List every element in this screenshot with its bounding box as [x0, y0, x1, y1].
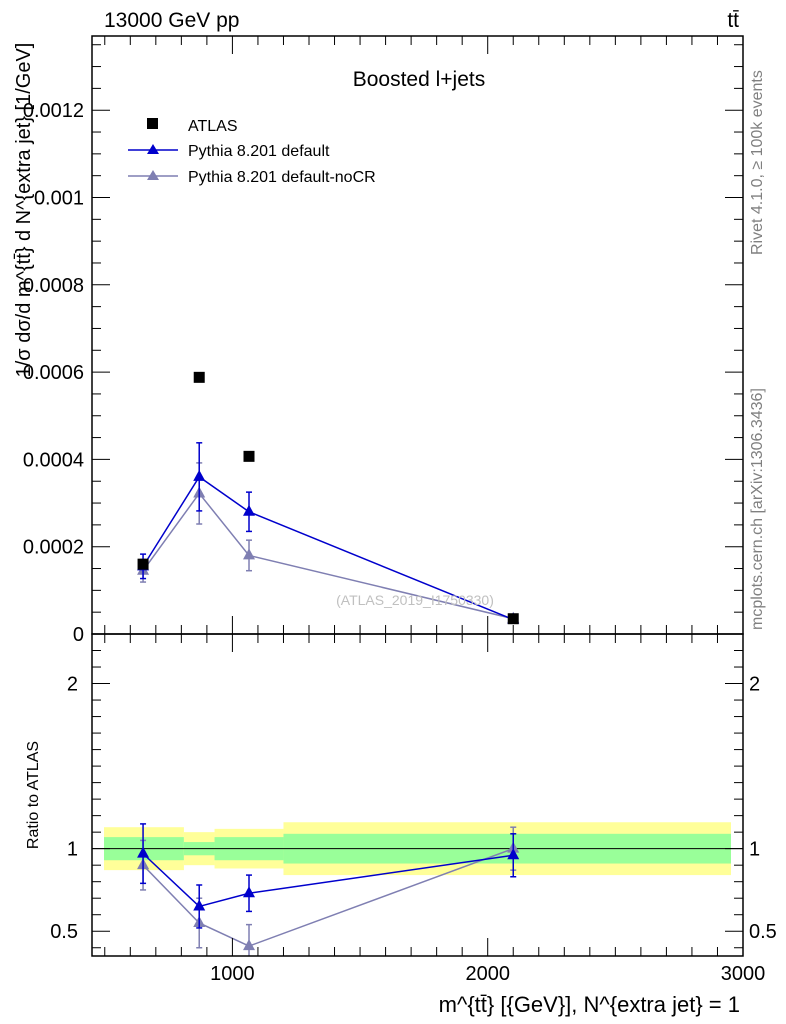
x-tick-label: 1000: [210, 963, 255, 985]
ratio-frame: [91, 633, 744, 957]
ratio-y-tick-label: 0.5: [50, 921, 78, 943]
main-y-tick-label: 0: [73, 624, 84, 646]
main-y-tick-label: 0.0006: [23, 362, 84, 384]
ratio-y-tick-label-right: 1: [749, 839, 760, 861]
main-data-point-atlas: [507, 613, 519, 625]
x-tick-label: 3000: [721, 963, 766, 985]
main-y-tick-label: 0.0002: [23, 537, 84, 559]
ratio-y-tick-label-right: 2: [749, 674, 760, 696]
ratio-series-line: [142, 847, 514, 947]
main-data-point-atlas: [137, 558, 149, 570]
main-data-point-triangle: [193, 469, 206, 481]
main-series-line: [142, 492, 514, 620]
legend-label-pythia-default: Pythia 8.201 default: [188, 143, 330, 160]
ratio-y-axis-label: Ratio to ATLAS: [25, 741, 42, 849]
ratio-data-point-triangle: [193, 899, 206, 911]
main-plot-title: Boosted l+jets: [353, 68, 486, 91]
main-data-point-atlas: [243, 450, 255, 462]
ratio-y-tick-label: 1: [67, 839, 78, 861]
ratio-y-tick-label-right: 0.5: [749, 921, 777, 943]
legend-marker-pythia-default: [147, 144, 159, 154]
main-data-point-atlas: [193, 371, 205, 383]
rivet-version-label: Rivet 4.1.0, ≥ 100k events: [749, 70, 766, 255]
ratio-y-tick-label: 2: [67, 674, 78, 696]
legend-label-pythia-nocr: Pythia 8.201 default-noCR: [188, 169, 376, 186]
main-data-point-triangle: [243, 548, 256, 560]
ratio-panel: 0.5 0.5 1 1 2 2 1000 2000 3000 Ratio to ATLAS m^…: [25, 633, 777, 1017]
main-series-line: [142, 475, 514, 621]
legend-label-atlas: ATLAS: [188, 118, 238, 135]
main-y-tick-label: 0.001: [34, 188, 84, 210]
x-axis-label: m^{tt̄} [{GeV}], N^{extra jet} = 1: [439, 992, 740, 1017]
mcplots-label: mcplots.cern.ch [arXiv:1306.3436]: [749, 388, 766, 630]
process-label: tt̄: [727, 9, 739, 32]
ratio-data-point-triangle: [507, 848, 520, 860]
analysis-watermark: (ATLAS_2019_I1750330): [336, 592, 494, 608]
main-panel: 0 0.0002 0.0004 0.0006 0.0008 0.001 0.0012 Boo…: [13, 35, 744, 646]
main-data-point-triangle: [243, 504, 256, 516]
ratio-data-point-triangle: [243, 886, 256, 898]
x-tick-label: 2000: [465, 963, 510, 985]
legend-marker-pythia-nocr: [147, 170, 159, 180]
ratio-series-line: [142, 853, 514, 908]
main-y-tick-label: 0.0004: [23, 449, 84, 471]
ratio-data-point-triangle: [243, 939, 256, 951]
main-y-tick-label: 0.0012: [23, 100, 84, 122]
main-y-tick-label: 0.0008: [23, 275, 84, 297]
ratio-data-point-triangle: [137, 846, 150, 858]
legend: ATLAS Pythia 8.201 default Pythia 8.201 …: [128, 118, 376, 186]
energy-label: 13000 GeV pp: [104, 9, 239, 32]
legend-marker-atlas: [147, 118, 158, 129]
main-y-axis-label: 1/σ dσ/d m^{tt̄} d N^{extra jet} [1/GeV]: [13, 43, 35, 378]
